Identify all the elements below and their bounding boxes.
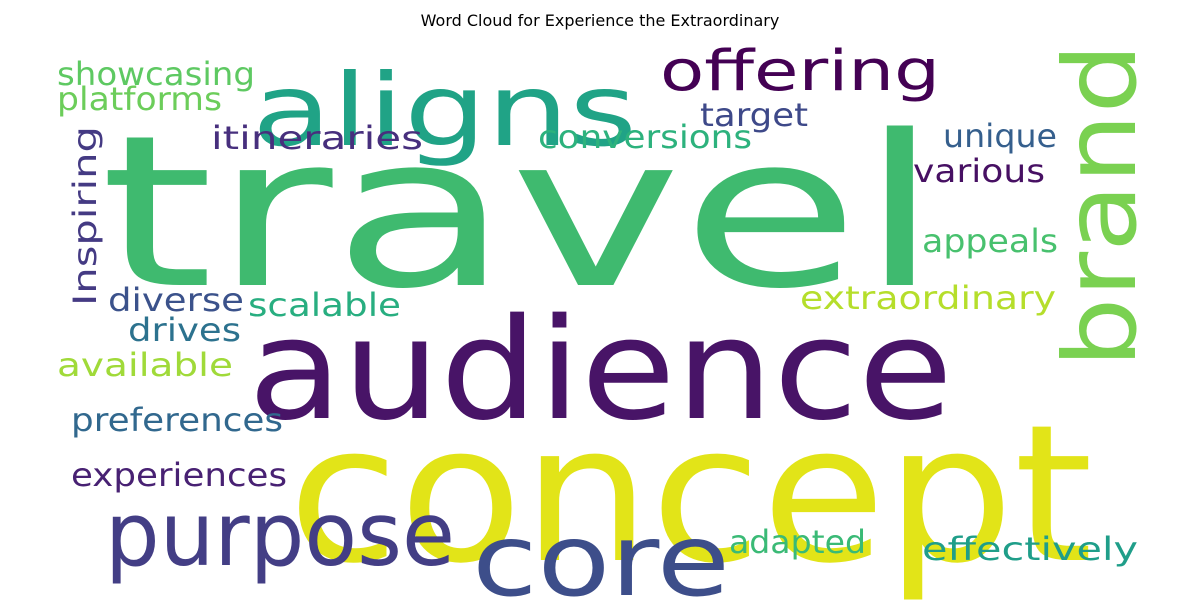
word-travel: travel (100, 90, 940, 335)
word-adapted: adapted (729, 523, 866, 561)
word-drives: drives (128, 311, 241, 349)
word-itineraries: itineraries (211, 119, 423, 157)
word-core: core (472, 502, 730, 600)
word-purpose: purpose (105, 483, 455, 586)
word-inspiring: Inspiring (66, 126, 104, 306)
word-offering: offering (660, 39, 940, 104)
chart-title: Word Cloud for Experience the Extraordin… (420, 11, 780, 30)
word-extraordinary: extraordinary (800, 279, 1056, 317)
word-aligns: aligns (252, 52, 637, 169)
word-preferences: preferences (71, 401, 283, 439)
word-various: various (913, 152, 1045, 190)
word-showcasing: showcasing (57, 55, 255, 93)
word-unique: unique (943, 117, 1057, 155)
word-available: available (57, 346, 233, 384)
word-brand: brand (1042, 43, 1159, 368)
word-conversions: conversions (538, 118, 752, 156)
word-appeals: appeals (922, 222, 1058, 260)
word-scalable: scalable (248, 286, 401, 324)
word-target: target (700, 96, 808, 134)
word-platforms: platforms (57, 80, 222, 118)
word-effectively: effectively (922, 530, 1138, 568)
word-experiences: experiences (71, 456, 287, 494)
word-audience: audience (248, 289, 953, 452)
word-diverse: diverse (108, 281, 244, 319)
word-concept: concept (288, 384, 1093, 600)
